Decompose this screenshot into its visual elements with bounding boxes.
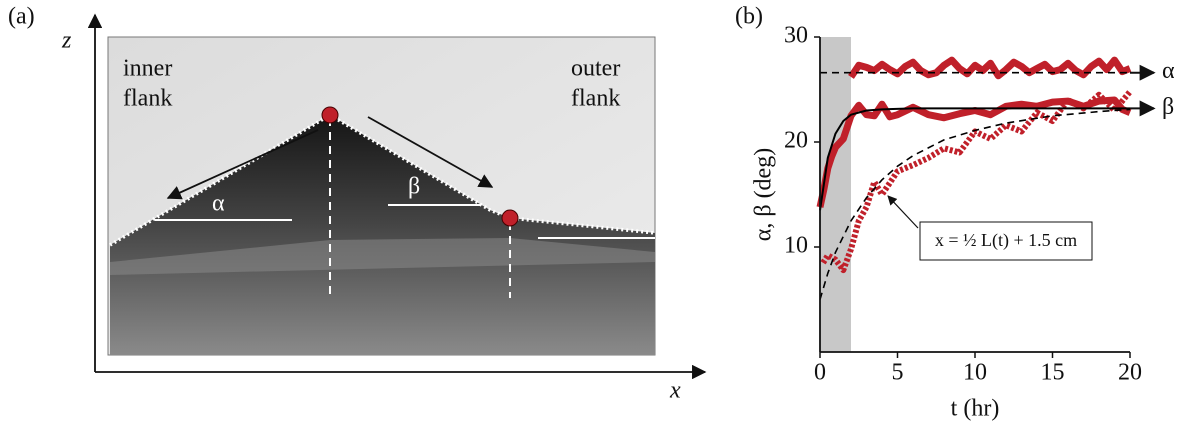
y-tick-label: 30 — [784, 23, 808, 49]
annotation-arrow — [887, 195, 919, 229]
series-line — [816, 96, 1132, 208]
crest — [321, 106, 339, 124]
y-tick-label: 10 — [784, 233, 808, 259]
x-tick-label: 15 — [1041, 360, 1065, 386]
annotation: x = ½ L(t) + 1.5 cm — [935, 230, 1077, 251]
sand-pile — [110, 115, 655, 355]
sand-layer — [110, 238, 655, 275]
panel-a: (a) z x inner flank outer flank α β — [8, 4, 707, 404]
arrow — [166, 129, 319, 200]
arrow — [367, 116, 494, 188]
axis-label: x — [669, 378, 681, 404]
label: outer — [571, 56, 620, 82]
axis-label: z — [61, 28, 72, 54]
y-tick-label: 20 — [784, 128, 808, 154]
label: flank — [123, 86, 172, 112]
x-tick-label: 0 — [814, 360, 826, 386]
label: inner — [123, 56, 172, 82]
series-line — [820, 89, 1133, 274]
x-tick-label: 20 — [1118, 360, 1142, 386]
legend-label: β — [1162, 94, 1174, 120]
label: flank — [571, 86, 620, 112]
panel-b: 10 20 30 0 5 10 15 20 αβ x = ½ L(t) + 1.5 cm (b) t … — [735, 4, 1175, 422]
series-line — [848, 56, 1132, 80]
label: β — [408, 174, 420, 200]
legend-label: α — [1162, 58, 1175, 84]
panel-label: (a) — [8, 4, 35, 30]
panel-label: (b) — [735, 4, 763, 30]
y-axis-label: α, β (deg) — [751, 148, 777, 241]
toe — [501, 209, 519, 227]
x-tick-label: 10 — [963, 360, 987, 386]
series-line — [819, 107, 1130, 211]
series-line — [819, 108, 1131, 300]
x-axis-label: t (hr) — [951, 396, 1000, 422]
x-tick-label: 5 — [892, 360, 904, 386]
annotation-box — [919, 221, 1093, 261]
label: α — [212, 191, 225, 217]
